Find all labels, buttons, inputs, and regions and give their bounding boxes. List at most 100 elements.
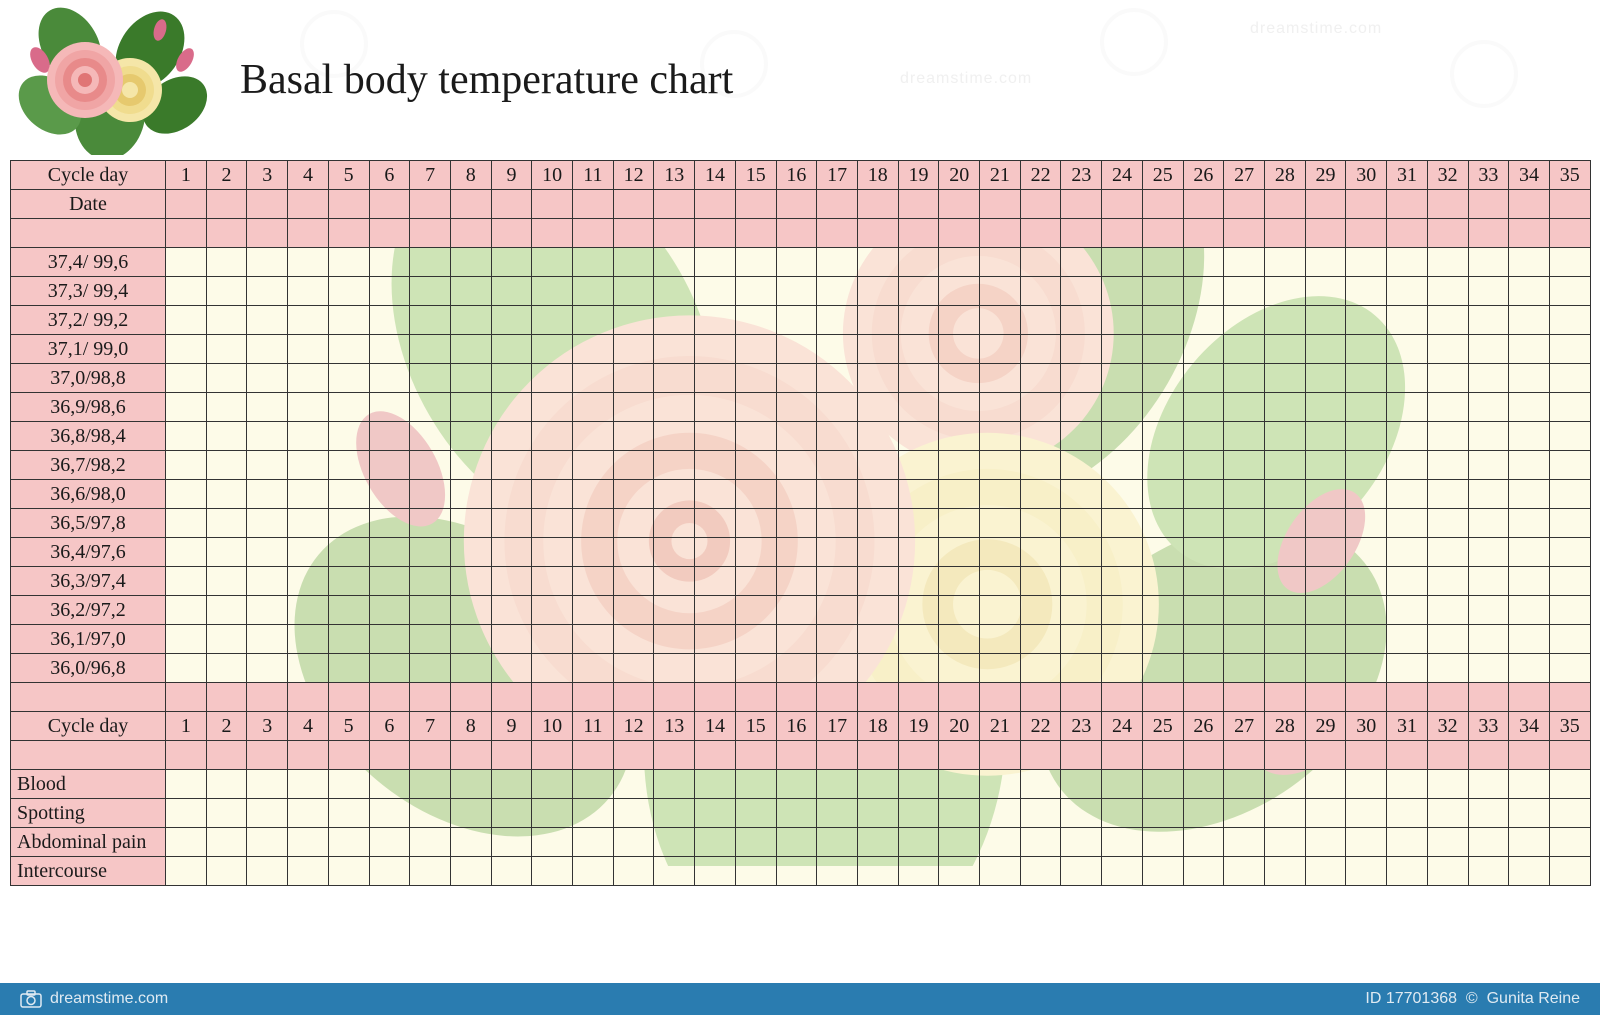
grid-cell (166, 799, 207, 828)
day-number-cell: 11 (573, 161, 614, 190)
grid-cell (980, 335, 1021, 364)
grid-cell (1061, 567, 1102, 596)
grid-cell (1142, 335, 1183, 364)
grid-cell (1183, 654, 1224, 683)
grid-cell (328, 567, 369, 596)
grid-cell (1305, 480, 1346, 509)
day-number-cell: 3 (247, 161, 288, 190)
grid-cell (1020, 480, 1061, 509)
table-row: 36,0/96,8 (11, 654, 1591, 683)
grid-cell (532, 538, 573, 567)
grid-cell (613, 277, 654, 306)
grid-cell (1346, 335, 1387, 364)
bbt-chart-table: Cycle day1234567891011121314151617181920… (10, 160, 1591, 886)
grid-cell (1509, 828, 1550, 857)
grid-cell (857, 625, 898, 654)
grid-cell (369, 567, 410, 596)
grid-cell (166, 480, 207, 509)
grid-cell (980, 190, 1021, 219)
grid-cell (491, 190, 532, 219)
grid-cell (247, 248, 288, 277)
grid-cell (573, 741, 614, 770)
grid-cell (369, 799, 410, 828)
grid-cell (1224, 538, 1265, 567)
grid-cell (1061, 770, 1102, 799)
table-row: 36,5/97,8 (11, 509, 1591, 538)
grid-cell (898, 741, 939, 770)
grid-cell (857, 393, 898, 422)
grid-cell (573, 451, 614, 480)
grid-cell (288, 828, 329, 857)
grid-cell (1264, 335, 1305, 364)
grid-cell (817, 480, 858, 509)
grid-cell (206, 509, 247, 538)
grid-cell (410, 857, 451, 886)
grid-cell (1224, 509, 1265, 538)
grid-cell (206, 190, 247, 219)
grid-cell (1549, 277, 1590, 306)
day-number-cell: 6 (369, 712, 410, 741)
grid-cell (776, 190, 817, 219)
grid-cell (654, 190, 695, 219)
grid-cell (817, 306, 858, 335)
grid-cell (1224, 335, 1265, 364)
grid-cell (1061, 509, 1102, 538)
grid-cell (206, 567, 247, 596)
grid-cell (1346, 451, 1387, 480)
grid-cell (898, 277, 939, 306)
table-row: 36,2/97,2 (11, 596, 1591, 625)
grid-cell (1427, 451, 1468, 480)
grid-cell (1224, 770, 1265, 799)
grid-cell (817, 364, 858, 393)
grid-cell (1061, 306, 1102, 335)
grid-cell (980, 538, 1021, 567)
grid-cell (491, 248, 532, 277)
grid-cell (450, 828, 491, 857)
grid-cell (450, 741, 491, 770)
grid-cell (410, 393, 451, 422)
grid-cell (1224, 219, 1265, 248)
grid-cell (491, 596, 532, 625)
grid-cell (206, 828, 247, 857)
day-number-cell: 18 (857, 161, 898, 190)
grid-cell (1142, 683, 1183, 712)
grid-cell (1468, 422, 1509, 451)
day-number-cell: 4 (288, 712, 329, 741)
grid-cell (450, 654, 491, 683)
grid-cell (1468, 596, 1509, 625)
temperature-label: 36,9/98,6 (11, 393, 166, 422)
grid-cell (980, 306, 1021, 335)
grid-cell (654, 364, 695, 393)
grid-cell (328, 828, 369, 857)
grid-cell (1102, 654, 1143, 683)
grid-cell (817, 567, 858, 596)
grid-cell (1549, 538, 1590, 567)
table-row: Abdominal pain (11, 828, 1591, 857)
grid-cell (776, 509, 817, 538)
grid-cell (613, 219, 654, 248)
grid-cell (1305, 248, 1346, 277)
grid-cell (1346, 248, 1387, 277)
grid-cell (1509, 480, 1550, 509)
grid-cell (532, 480, 573, 509)
grid-cell (532, 596, 573, 625)
grid-cell (328, 393, 369, 422)
grid-cell (1305, 451, 1346, 480)
table-row: Intercourse (11, 857, 1591, 886)
grid-cell (1305, 596, 1346, 625)
grid-cell (1020, 567, 1061, 596)
grid-cell (939, 306, 980, 335)
grid-cell (328, 857, 369, 886)
grid-cell (1061, 654, 1102, 683)
grid-cell (613, 567, 654, 596)
grid-cell (613, 654, 654, 683)
grid-cell (369, 451, 410, 480)
grid-cell (1427, 364, 1468, 393)
grid-cell (613, 509, 654, 538)
grid-cell (491, 625, 532, 654)
grid-cell (450, 277, 491, 306)
grid-cell (1020, 451, 1061, 480)
grid-cell (735, 799, 776, 828)
grid-cell (1549, 625, 1590, 654)
grid-cell (1305, 625, 1346, 654)
